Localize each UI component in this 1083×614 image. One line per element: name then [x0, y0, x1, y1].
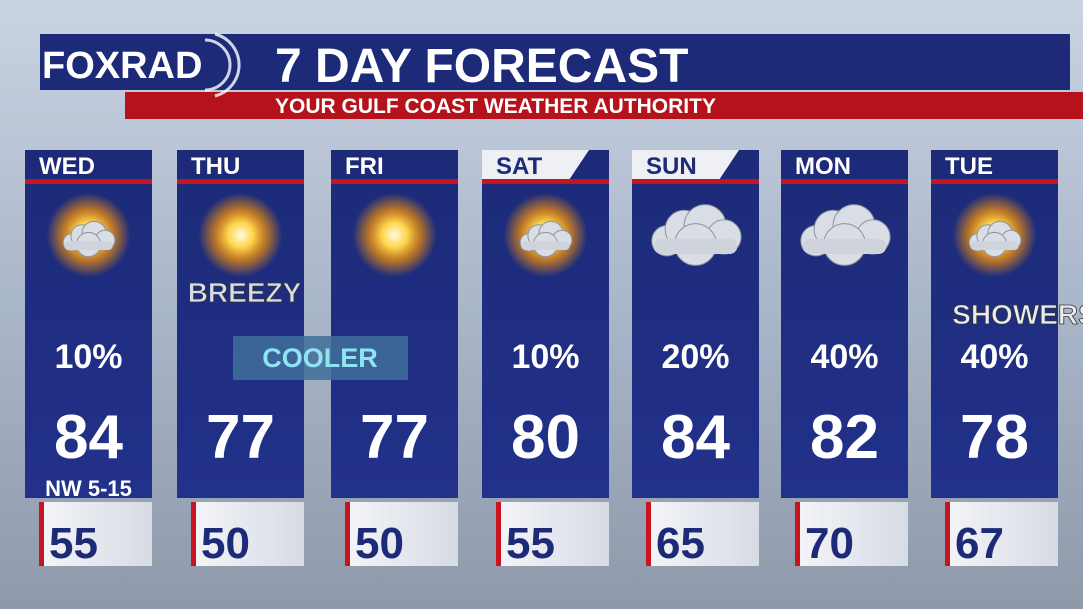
day-underline: [781, 179, 908, 184]
precip: 10%: [511, 338, 579, 376]
note: BREEZY: [188, 277, 302, 308]
banner-box: [233, 336, 408, 380]
day-name: MON: [795, 153, 851, 180]
title: 7 DAY FORECAST: [275, 40, 688, 93]
cloud-icon: [651, 204, 742, 266]
sun-icon: [352, 193, 437, 277]
sun-icon: [198, 193, 283, 277]
precip: 40%: [960, 338, 1028, 376]
low-temp: 65: [656, 519, 705, 568]
low-temp: 70: [805, 519, 854, 568]
low-bar: [345, 502, 350, 566]
cloud-icon: [519, 220, 573, 258]
banner: COOLER: [262, 343, 378, 373]
low-bar: [646, 502, 651, 566]
day-header-box: [482, 150, 589, 180]
low-temp: 50: [355, 519, 404, 568]
title-bar: [40, 34, 1070, 90]
low-temp: 67: [955, 519, 1004, 568]
high-temp: 77: [360, 403, 429, 472]
day-name: SAT: [496, 153, 543, 180]
day-name: TUE: [945, 153, 993, 180]
low-box: [945, 502, 1058, 566]
low-bar: [39, 502, 44, 566]
low-box: [191, 502, 304, 566]
high-temp: 78: [960, 403, 1029, 472]
day-name: SUN: [646, 153, 697, 180]
low-box: [795, 502, 908, 566]
cloud-icon: [800, 204, 891, 266]
cloud-base: [64, 241, 113, 250]
logo-waves: [204, 32, 241, 98]
low-temp: 55: [506, 519, 555, 568]
low-box: [39, 502, 152, 566]
note: SHOWERS: [952, 299, 1083, 330]
day-underline: [331, 179, 458, 184]
day-underline: [632, 179, 759, 184]
cloud-base: [970, 241, 1019, 250]
low-bar: [795, 502, 800, 566]
note: NW 5-15: [45, 476, 132, 501]
cloud-icon: [62, 220, 116, 258]
precip: 10%: [54, 338, 122, 376]
logo: FOXRAD: [42, 45, 202, 87]
high-temp: 77: [206, 403, 275, 472]
low-bar: [191, 502, 196, 566]
low-box: [345, 502, 458, 566]
cloud-base: [521, 241, 570, 250]
low-bar: [496, 502, 501, 566]
day-underline: [177, 179, 304, 184]
high-temp: 82: [810, 403, 879, 472]
low-box: [646, 502, 759, 566]
high-temp: 84: [661, 403, 730, 472]
day-name: FRI: [345, 153, 384, 180]
day-header-box: [632, 150, 739, 180]
cloud-base: [802, 238, 887, 254]
cloud-base: [653, 238, 738, 254]
day-underline: [482, 179, 609, 184]
cloud-icon: [968, 220, 1022, 258]
low-bar: [945, 502, 950, 566]
precip: 20%: [661, 338, 729, 376]
day-name: WED: [39, 153, 95, 180]
low-temp: 55: [49, 519, 98, 568]
subtitle-bar: [125, 92, 1083, 119]
low-box: [496, 502, 609, 566]
day-underline: [25, 179, 152, 184]
high-temp: 80: [511, 403, 580, 472]
high-temp: 84: [54, 403, 123, 472]
low-temp: 50: [201, 519, 250, 568]
precip: 40%: [810, 338, 878, 376]
day-name: THU: [191, 153, 240, 180]
day-underline: [931, 179, 1058, 184]
subtitle: YOUR GULF COAST WEATHER AUTHORITY: [275, 95, 716, 118]
